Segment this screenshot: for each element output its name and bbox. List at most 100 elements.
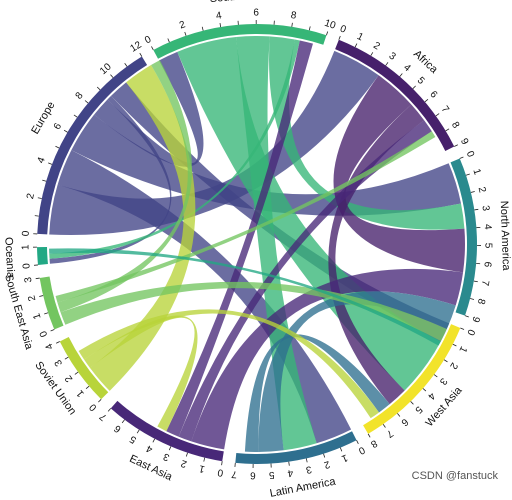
tick-mark (56, 341, 60, 344)
tick-mark (326, 31, 329, 36)
tick-mark (323, 453, 326, 458)
tick-mark (110, 74, 114, 78)
ribbon-europe-to-latin-america (57, 150, 352, 444)
tick-label: 2 (179, 457, 188, 469)
tick-label: 0 (216, 466, 224, 478)
ribbon-latin-america-to-north-america (258, 291, 456, 452)
ribbon-south-asia-to-north-america (269, 36, 465, 230)
arc-west-asia (363, 324, 461, 434)
region-label-south-east-asia: South East Asia (2, 273, 35, 352)
tick-label: 3 (387, 51, 398, 63)
arc-south-east-asia (39, 276, 64, 330)
tick-mark (397, 413, 401, 417)
ribbon-south-asia-to-latin-america (236, 35, 317, 451)
tick-mark (167, 38, 170, 43)
region-label-europe: Europe (29, 100, 57, 137)
tick-mark (139, 52, 143, 57)
tick-mark (445, 128, 450, 132)
tick-label: 8 (290, 10, 298, 22)
tick-label: 3 (23, 276, 35, 284)
arc-europe (37, 56, 148, 235)
tick-label: 0 (143, 34, 153, 47)
tick-mark (370, 52, 374, 56)
tick-mark (98, 399, 102, 403)
tick-label: 12 (128, 39, 144, 54)
tick-label: 2 (371, 40, 382, 53)
tick-mark (64, 356, 69, 360)
tick-label: 1 (456, 344, 469, 354)
tick-mark (474, 208, 479, 211)
tick-mark (424, 98, 429, 103)
tick-label: 2 (476, 186, 488, 194)
tick-mark (44, 312, 49, 315)
tick-label: 7 (479, 279, 491, 287)
tick-label: 0 (338, 23, 348, 35)
tick-mark (385, 62, 389, 66)
tick-label: 3 (161, 450, 171, 462)
tick-mark (454, 144, 458, 147)
tick-label: 8 (475, 297, 487, 306)
tick-label: 5 (268, 469, 275, 480)
tick-label: 5 (128, 433, 139, 446)
tick-label: 2 (322, 458, 331, 470)
watermark-text: CSDN @fanstuck (411, 470, 498, 482)
tick-label: 6 (250, 469, 256, 480)
tick-mark (354, 43, 358, 48)
tick-label: 2 (25, 192, 37, 200)
tick-mark (96, 86, 101, 91)
tick-label: 1 (339, 452, 349, 464)
tick-mark (470, 191, 475, 193)
ribbon-europe-to-north-america (71, 114, 462, 216)
tick-mark (367, 433, 371, 438)
tick-label: 4 (215, 10, 223, 22)
tick-mark (435, 113, 440, 117)
tick-mark (443, 359, 448, 363)
tick-label: 1 (198, 462, 206, 474)
tick-mark (124, 63, 128, 67)
tick-label: 2 (447, 360, 460, 371)
arc-north-america (450, 158, 477, 316)
tick-mark (35, 277, 40, 280)
tick-mark (464, 315, 469, 318)
tick-label: 0 (21, 230, 32, 236)
tick-label: 7 (439, 104, 451, 115)
region-label-africa: Africa (411, 48, 440, 77)
arc-east-asia (110, 400, 224, 462)
tick-label: 1 (74, 387, 86, 399)
arc-south-asia (153, 24, 327, 59)
tick-label: 4 (425, 390, 437, 402)
ribbon-east-asia-to-south-asia (166, 40, 313, 437)
tick-label: 0 (464, 328, 476, 338)
tick-mark (219, 23, 222, 28)
tick-label: 0 (464, 150, 476, 160)
tick-mark (48, 162, 53, 165)
tick-mark (338, 35, 341, 40)
tick-mark (288, 461, 290, 466)
tick-mark (465, 173, 470, 176)
tick-mark (73, 114, 78, 118)
tick-mark (433, 374, 438, 378)
tick-label: 4 (401, 62, 413, 74)
tick-label: 3 (304, 463, 312, 475)
tick-label: 1 (20, 244, 31, 250)
tick-label: 0 (21, 262, 33, 269)
tick-mark (151, 46, 154, 51)
tick-label: 9 (469, 315, 481, 324)
tick-mark (470, 298, 475, 300)
tick-mark (452, 343, 457, 347)
tick-label: 5 (415, 75, 427, 87)
tick-label: 0 (356, 444, 366, 457)
tick-mark (221, 461, 223, 466)
tick-mark (459, 156, 464, 159)
ribbon-south-east-asia-to-europe (57, 60, 193, 313)
tick-label: 2 (178, 19, 187, 31)
tick-label: 8 (368, 437, 379, 450)
tick-label: 0 (38, 329, 50, 339)
tick-label: 4 (482, 224, 493, 231)
tick-mark (203, 457, 206, 462)
tick-label: 5 (482, 243, 493, 249)
tick-label: 9 (458, 137, 471, 147)
tick-label: 6 (427, 89, 439, 101)
tick-mark (55, 145, 60, 149)
